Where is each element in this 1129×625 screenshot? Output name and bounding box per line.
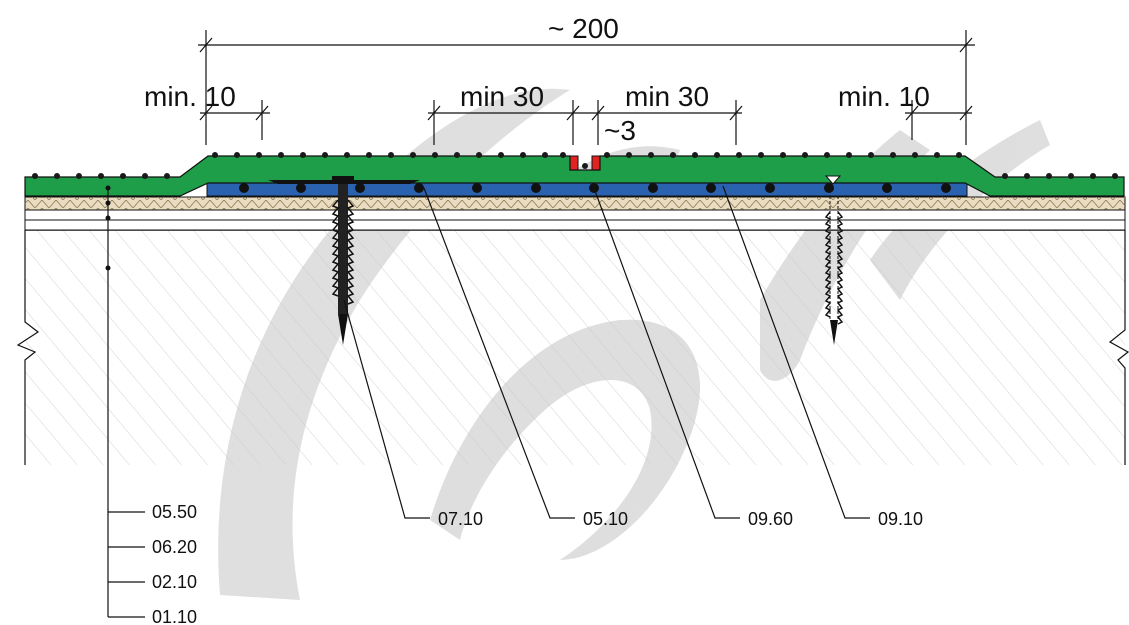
callout-01-10: 01.10 [152, 607, 197, 625]
dimension-lines [198, 30, 975, 145]
dim-center-right: min 30 [625, 81, 709, 112]
callout-02-10: 02.10 [152, 572, 197, 592]
green-membrane [24, 155, 1125, 197]
concrete-substrate [16, 229, 1129, 465]
dim-left-min: min. 10 [144, 81, 236, 112]
dim-right-min: min. 10 [838, 81, 930, 112]
membrane-texture [32, 152, 1118, 179]
callout-06-20: 06.20 [152, 537, 197, 557]
dim-total: ~ 200 [548, 13, 619, 44]
callout-05-50: 05.50 [152, 502, 197, 522]
left-screw [268, 176, 420, 345]
band-fasteners [239, 183, 951, 193]
leader-lines [105, 185, 870, 618]
callout-07-10: 07.10 [438, 509, 483, 529]
dim-gap: ~3 [604, 115, 636, 146]
right-screw [824, 175, 844, 345]
dim-center-left: min 30 [460, 81, 544, 112]
callout-09-10: 09.10 [878, 509, 923, 529]
callout-05-10: 05.10 [583, 509, 628, 529]
callout-09-60: 09.60 [748, 509, 793, 529]
substrate-layers [24, 196, 1126, 231]
